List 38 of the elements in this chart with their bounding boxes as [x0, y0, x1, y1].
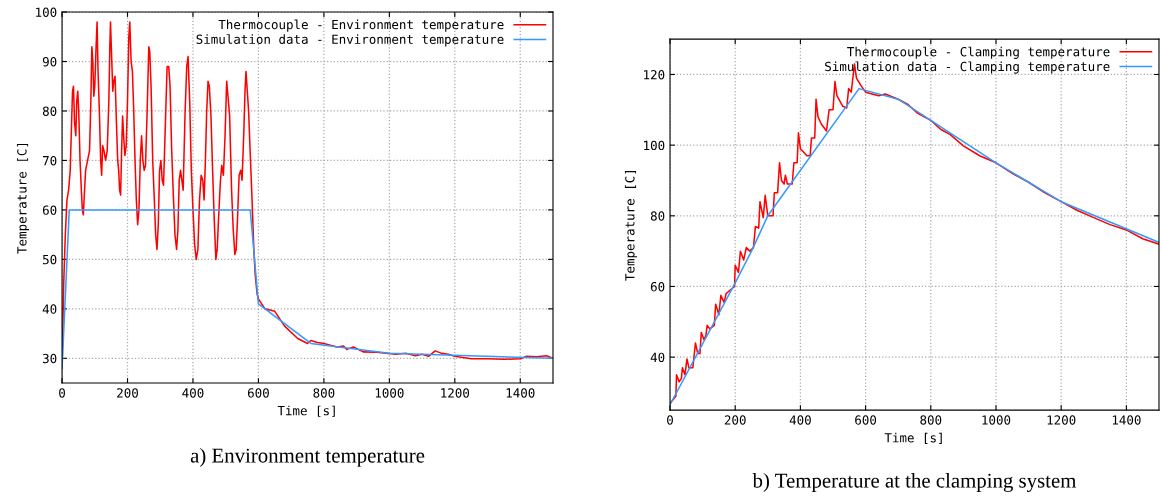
y-tick-label: 50	[43, 254, 57, 265]
x-tick-label: 1200	[441, 388, 470, 398]
y-axis-title: Temperature [C]	[16, 143, 30, 254]
x-tick-label: 800	[313, 388, 335, 398]
y-tick-label: 60	[42, 205, 57, 215]
x-tick-label: 1200	[1047, 415, 1076, 425]
text: a) Environment temperature	[190, 447, 425, 467]
y-tick-label: 60	[650, 281, 665, 292]
x-tick-label: 1000	[375, 388, 404, 398]
y-tick-label: 100	[644, 140, 665, 151]
legend-label: Thermocouple - Environment temperature	[218, 19, 504, 32]
x-axis-title: Time [s]	[884, 432, 942, 444]
y-tick-label: 40	[42, 304, 57, 314]
y-tick-label: 90	[42, 57, 57, 67]
y-tick-label: 100	[36, 7, 57, 18]
y-tick-label: 30	[42, 353, 57, 364]
x-axis-title: Time [s]	[277, 405, 335, 417]
y-axis-title: Temperature [C]	[624, 171, 638, 281]
x-tick-label: 200	[724, 415, 746, 425]
x-tick-label: 200	[117, 388, 138, 398]
x-tick-label: 400	[182, 388, 204, 398]
x-tick-label: 0	[59, 388, 65, 398]
x-tick-label: 600	[855, 415, 877, 425]
legend-label: Thermocouple - Clamping temperature	[847, 46, 1110, 59]
y-tick-label: 40	[650, 352, 665, 363]
x-tick-label: 0	[667, 415, 673, 425]
x-tick-label: 1400	[506, 388, 535, 398]
text: b) Temperature at the clamping system	[752, 473, 1077, 492]
x-tick-label: 800	[920, 415, 942, 425]
legend-label: Simulation data - Environment temperature	[196, 34, 504, 47]
y-tick-label: 70	[42, 155, 57, 166]
x-tick-label: 400	[789, 415, 811, 425]
y-tick-label: 80	[42, 106, 57, 116]
x-tick-label: 1000	[982, 415, 1011, 425]
x-tick-label: 1400	[1112, 415, 1141, 425]
y-tick-label: 80	[650, 211, 665, 221]
y-tick-label: 120	[644, 69, 665, 80]
x-tick-label: 600	[247, 388, 269, 398]
